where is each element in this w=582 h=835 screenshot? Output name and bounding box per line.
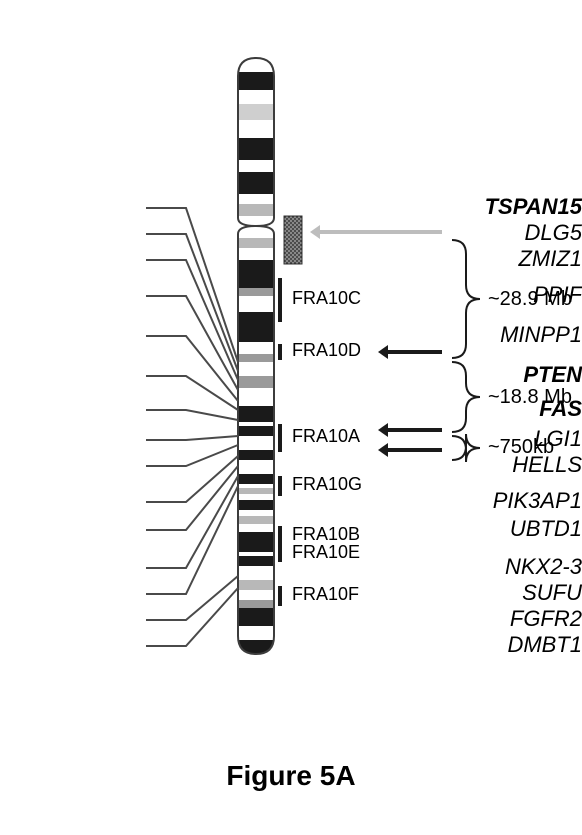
- gene-label: DLG5: [442, 220, 582, 246]
- gene-label: NKX2-3: [442, 554, 582, 580]
- gene-label: ZMIZ1: [442, 246, 582, 272]
- gene-label: DMBT1: [442, 632, 582, 658]
- gene-label: SUFU: [442, 580, 582, 606]
- distance-label: ~18.8 Mb: [488, 386, 572, 409]
- fragile-site-label: FRA10F: [292, 584, 359, 605]
- gene-label: FGFR2: [442, 606, 582, 632]
- fragile-site-label: FRA10G: [292, 474, 362, 495]
- fragile-site-label: FRA10D: [292, 340, 361, 361]
- fragile-site-label: FRA10C: [292, 288, 361, 309]
- gene-label: TSPAN15: [442, 194, 582, 220]
- distance-label: ~750kb: [488, 436, 554, 459]
- diagram-stage: TSPAN15DLG5ZMIZ1PPIFMINPP1PTENFASLGI1HEL…: [0, 0, 582, 835]
- fragile-site-label: FRA10E: [292, 542, 360, 563]
- gene-label: MINPP1: [442, 322, 582, 348]
- distance-label: ~28.9 Mb: [488, 288, 572, 311]
- fragile-site-label: FRA10A: [292, 426, 360, 447]
- gene-label: UBTD1: [442, 516, 582, 542]
- gene-label: PIK3AP1: [442, 488, 582, 514]
- gene-label: PTEN: [442, 362, 582, 388]
- figure-caption: Figure 5A: [0, 760, 582, 792]
